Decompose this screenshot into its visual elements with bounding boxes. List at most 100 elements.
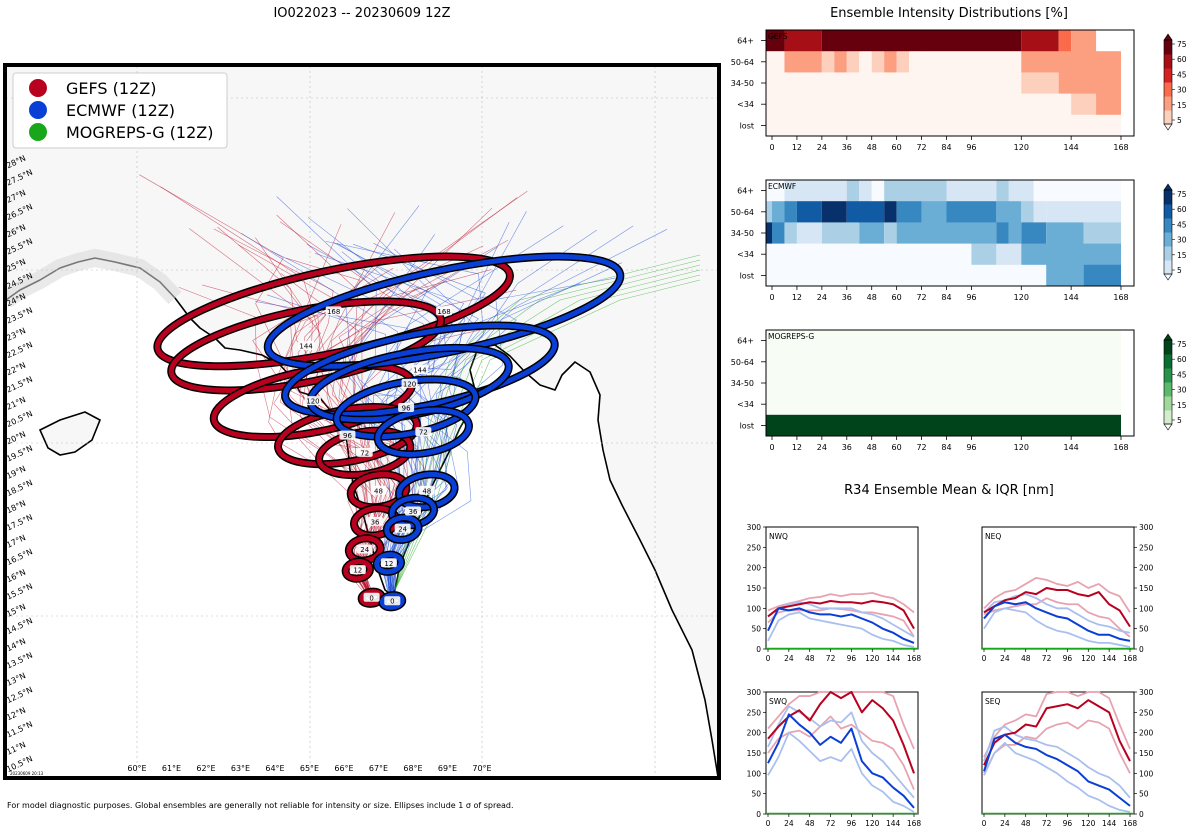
heatmap-cell [821, 30, 1022, 52]
heatmap-cell [766, 372, 1121, 395]
tau-labels: 0 12 24 36 48 72 96 120 144 168 0 12 24 36 48 72 96 120 14… [298, 306, 453, 606]
colorbar-segment [1164, 54, 1172, 69]
tau-label-bg [398, 403, 415, 412]
tau-label: 36 [367, 516, 384, 526]
longitude-tick-labels: 60°E 61°E 62°E 63°E 64°E 65°E 66°E 67°E 68°E 69°E… [127, 764, 491, 773]
heatmap-x-tick-label: 72 [916, 143, 926, 152]
r34-panel-neq: NEQ 0 50 100 150 200 250 300 0 24 48 72 96 120 144 168 [981, 523, 1154, 663]
colorbar-tick-label: 60 [1177, 355, 1187, 364]
r34-quadrant-label: NEQ [985, 532, 1001, 541]
heatmap-panel-label: ECMWF [768, 182, 796, 191]
heatmap-cell [1033, 180, 1121, 202]
heatmap-row-label: lost [740, 121, 754, 130]
heatmap-cell [1033, 201, 1047, 223]
heatmap-colorbar: 5 15 30 45 60 75 [1163, 333, 1187, 431]
tau-label-bg [405, 506, 421, 516]
legend-marker-ecmwf [29, 101, 47, 119]
r34-y-tick-label: 300 [747, 688, 762, 697]
heatmap-row-label: 34-50 [731, 229, 754, 238]
tau-label-bg [367, 516, 384, 526]
heatmap-cell [821, 51, 835, 73]
colorbar-tick-label: 30 [1177, 236, 1187, 245]
r34-x-tick-label: 72 [826, 819, 836, 828]
heatmap-x-tick-label: 60 [892, 143, 902, 152]
r34-x-tick-label: 96 [847, 654, 857, 663]
heatmap-cell [1021, 243, 1121, 266]
tau-label-text: 36 [409, 508, 418, 516]
r34-ecmwf-q3-line [983, 725, 1131, 799]
colorbar-segment [1164, 354, 1172, 369]
r34-y-tick-label: 100 [1139, 769, 1154, 778]
r34-x-tick-label: 24 [784, 819, 794, 828]
heatmap-cell [784, 222, 797, 245]
colorbar-tick-label: 45 [1177, 370, 1187, 379]
r34-gefs-q3-line [767, 691, 915, 750]
tau-label: 24 [394, 523, 411, 533]
heatmap-x-tick-label: 60 [892, 293, 902, 302]
heatmap-row-label: lost [740, 421, 754, 430]
colorbar-tick-label: 15 [1177, 401, 1187, 410]
heatmap-panel-ecmwf: ECMWF 64+ 50-64 34-50 <34 lost 0 12 24 36 48 60 72 84… [731, 179, 1187, 302]
colorbar-tick-label: 30 [1177, 386, 1187, 395]
heatmap-cell [971, 243, 997, 266]
colorbar-segment [1164, 218, 1172, 233]
r34-quadrant-label: SWQ [769, 697, 787, 706]
heatmap-cell [896, 51, 910, 73]
heatmap-cell [896, 201, 922, 223]
colorbar-extend-bottom [1163, 273, 1173, 281]
heatmap-x-tick-label: 12 [792, 143, 802, 152]
legend-box [12, 72, 228, 149]
heatmap-cell [821, 222, 860, 245]
tau-label-text: 0 [390, 598, 394, 606]
r34-y-tick-label: 200 [1139, 564, 1154, 573]
tau-label-text: 96 [343, 432, 352, 440]
colorbar-extend-top [1163, 33, 1173, 41]
colorbar-tick-label: 5 [1177, 416, 1182, 425]
r34-ecmwf-q1-line [983, 741, 1131, 813]
legend-label-ecmwf: ECMWF (12Z) [66, 101, 175, 120]
heatmap-x-tick-label: 120 [1014, 143, 1029, 152]
r34-gefs-q1-line [983, 597, 1131, 638]
tau-label-bg [384, 596, 401, 606]
heatmap-cell [766, 243, 972, 266]
legend-label-gefs: GEFS (12Z) [66, 79, 156, 98]
r34-y-tick-label: 50 [1139, 790, 1149, 799]
r34-y-tick-label: 150 [747, 584, 762, 593]
lon-tick-label: 64°E [265, 764, 284, 773]
heatmap-cell [996, 180, 1009, 202]
r34-gefs-q3-line [983, 691, 1131, 758]
heatmap-row-label: lost [740, 271, 754, 280]
heatmap-x-tick-label: 168 [1113, 293, 1128, 302]
r34-x-tick-label: 168 [907, 819, 922, 828]
r34-y-tick-label: 100 [1139, 604, 1154, 613]
tau-label: 168 [436, 306, 453, 316]
tau-label: 48 [418, 485, 435, 495]
r34-x-tick-label: 0 [766, 654, 771, 663]
ellipse-ecmwf [374, 552, 404, 575]
r34-x-tick-label: 120 [865, 654, 880, 663]
lon-tick-label: 63°E [231, 764, 250, 773]
ensemble-track [394, 262, 623, 603]
ellipse-ecmwf [384, 515, 421, 543]
colorbar-tick-label: 15 [1177, 101, 1187, 110]
heatmap-cell [921, 51, 1022, 73]
heatmap-cell [846, 201, 885, 223]
ellipse-gefs [343, 559, 373, 582]
heatmap-cell [996, 201, 1022, 223]
heatmap-row-label: 50-64 [731, 358, 754, 367]
heatmap-row-label: <34 [737, 100, 754, 109]
heatmap-panel-mogreps-g: MOGREPS-G 64+ 50-64 34-50 <34 lost 0 12 24 36 48 60… [731, 329, 1187, 452]
heatmap-x-tick-label: 168 [1113, 443, 1128, 452]
heatmap-row-label: <34 [737, 250, 754, 259]
tau-label-text: 144 [413, 367, 427, 375]
ellipse-ecmwf [379, 592, 405, 610]
heatmap-cell [766, 393, 1121, 416]
heatmap-x-tick-label: 0 [769, 293, 774, 302]
heatmap-cell [772, 222, 785, 245]
heatmap-cell [921, 201, 947, 223]
r34-x-tick-label: 144 [1102, 654, 1117, 663]
heatmap-cell [1008, 180, 1034, 202]
r34-y-tick-label: 0 [1139, 810, 1144, 819]
heatmap-cell [766, 222, 772, 245]
